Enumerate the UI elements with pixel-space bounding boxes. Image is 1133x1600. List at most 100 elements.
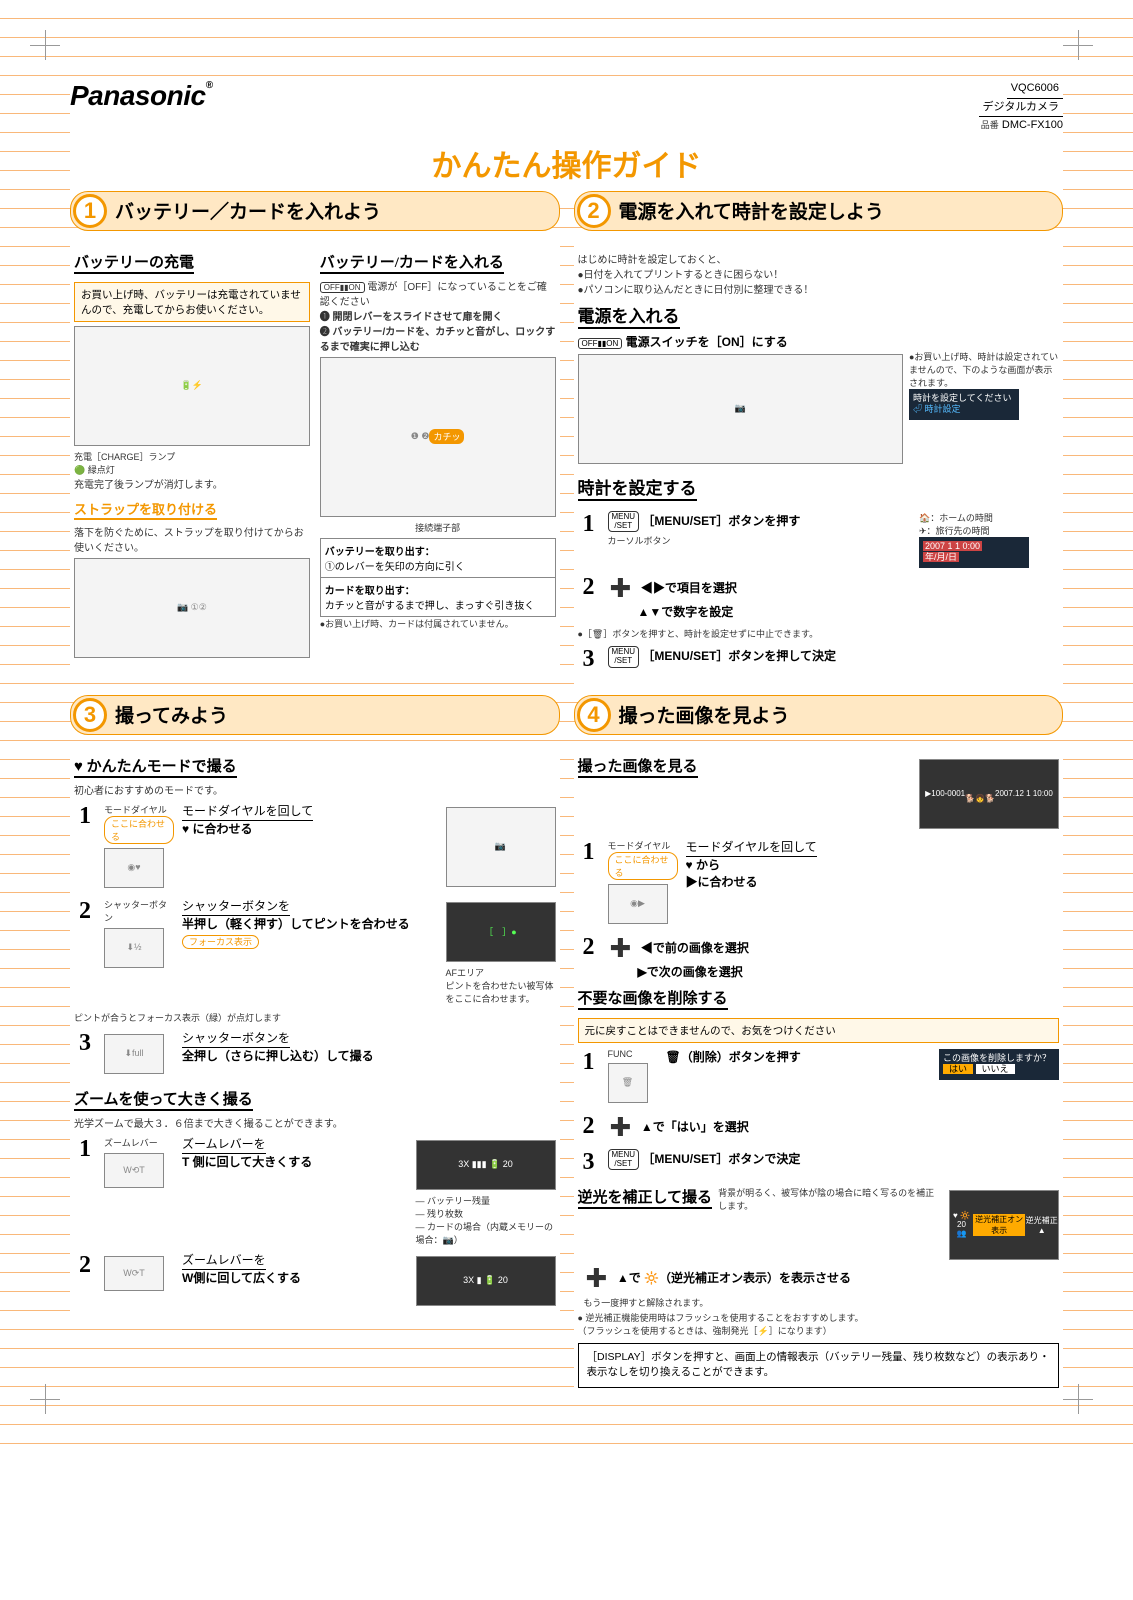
display-info-box: ［DISPLAY］ボタンを押すと、画面上の情報表示（バッテリー残量、残り枚数など… <box>578 1343 1060 1389</box>
focus-badge: フォーカス表示 <box>182 935 259 950</box>
date-display: 2007 1 1 0:00 <box>923 541 982 551</box>
shoot-step-1: 1 モードダイヤル ここに合わせる ◉♥ モードダイヤルを回して ♥ に合わせる… <box>74 803 556 892</box>
bl-note-1: ● 逆光補正機能使用時はフラッシュを使用することをおすすめします。 <box>578 1311 1060 1324</box>
power-heading: 電源を入れる <box>578 302 680 329</box>
bl-again: もう一度押すと解除されます。 <box>584 1298 709 1308</box>
clock-intro-1: はじめに時計を設定しておくと、 <box>578 251 1060 266</box>
func-label: FUNC <box>608 1049 658 1059</box>
camera-top-illustration: 📷 <box>446 807 556 887</box>
section-2-title: 電源を入れて時計を設定しよう <box>619 197 884 224</box>
section-3-number: 3 <box>73 698 107 732</box>
doc-code: VQC6006 <box>1007 80 1063 99</box>
camera-back-illustration: 📷 <box>578 354 904 464</box>
del-s2: ▲で「はい」を選択 <box>641 1120 749 1134</box>
mode-dial-icon: ◉♥ <box>104 848 164 888</box>
zoom-w-icon: W⟳T <box>104 1256 164 1291</box>
sample-date: 2007.12 1 10:00 <box>995 789 1053 798</box>
doc-category: デジタルカメラ <box>979 99 1063 118</box>
delete-heading: 不要な画像を削除する <box>578 987 728 1010</box>
bl-note-2: （フラッシュを使用するときは、強制発光［⚡］になります） <box>578 1324 1060 1337</box>
model-prefix: 品番 <box>981 120 999 130</box>
af-note: ピントを合わせたい被写体をここに合わせます。 <box>446 979 556 1005</box>
remove-box: バッテリーを取り出す： ①のレバーを矢印の方向に引く <box>320 538 556 578</box>
insert-step-2: ❷ バッテリー/カードを、カチッと音がし、ロックするまで確実に押し込む <box>320 323 556 353</box>
legend-travel: ✈：旅行先の時間 <box>919 524 1059 537</box>
remove-card-h: カードを取り出す： <box>325 586 415 597</box>
mode-dial-play-icon: ◉▶ <box>608 884 668 924</box>
bl-step: ▲で 🔆（逆光補正オン表示）を表示させる <box>617 1271 851 1285</box>
clock-intro-2: ●日付を入れてプリントするときに困らない！ <box>578 266 1060 281</box>
menu-set-icon-2: MENU/SET <box>608 646 640 668</box>
section-3-title: 撮ってみよう <box>115 701 228 728</box>
strap-text: 落下を防ぐために、ストラップを取り付けてからお使いください。 <box>74 524 310 554</box>
brand-logo: Panasonic® <box>70 80 212 112</box>
terminal-label: 接続端子部 <box>320 521 556 534</box>
clock-heading: 時計を設定する <box>578 474 697 501</box>
menu-set-icon-3: MENU/SET <box>608 1149 640 1171</box>
sample-num: 100-0001 <box>931 789 965 798</box>
view-s1-a: モードダイヤルを回して <box>686 839 817 857</box>
del-step-2: 2 ▲で「はい」を選択 <box>578 1113 1060 1143</box>
shoot-step-3: 3 ⬇full シャッターボタンを 全押し（さらに押し込む）して撮る <box>74 1030 556 1078</box>
doc-meta: VQC6006 デジタルカメラ 品番 DMC-FX100 <box>979 80 1063 135</box>
del-s1: 🗑（削除）ボタンを押す <box>666 1050 801 1064</box>
charge-heading: バッテリーの充電 <box>74 251 194 274</box>
align-pill-4: ここに合わせる <box>608 852 678 880</box>
playback-screen: ▶ 100-0001 🐕👧🐕 2007.12 1 10:00 <box>919 759 1059 829</box>
focus-note: ピントが合うとフォーカス表示（緑）が点灯します <box>74 1011 556 1024</box>
clock-s3-text: ［MENU/SET］ボタンを押して決定 <box>642 649 836 663</box>
zoom-step-2: 2 W⟳T ズームレバーを W側に回して広くする 3X ▮ 🔋 20 <box>74 1252 556 1310</box>
backlight-screen: ♥ 🔆 20👥 逆光補正オン表示 逆光補正▲ <box>949 1190 1059 1260</box>
strap-illustration: 📷 ①② <box>74 558 310 658</box>
view-heading: 撮った画像を見る <box>578 755 698 778</box>
shoot-s2-b: 半押し（軽く押す）してピントを合わせる <box>182 917 410 931</box>
del-step-1: 1 FUNC 🗑 🗑（削除）ボタンを押す この画像を削除しますか？ はい いいえ <box>578 1049 1060 1107</box>
focus-screen: ［ ］● <box>446 902 556 962</box>
legend-home: 🏠：ホームの時間 <box>919 511 1059 524</box>
insert-illustration: ❶ ❷カチッ <box>320 357 556 517</box>
charge-green: 緑点灯 <box>88 465 115 475</box>
zoom-s2-a: ズームレバーを <box>182 1252 266 1270</box>
remove-batt: ①のレバーを矢印の方向に引く <box>325 562 465 573</box>
section-3-header: 3 撮ってみよう <box>70 695 560 735</box>
zoom-s1-a: ズームレバーを <box>182 1136 266 1154</box>
remove-batt-h: バッテリーを取り出す： <box>325 547 435 558</box>
shoot-s3-a: シャッターボタンを <box>182 1030 290 1048</box>
zoom-step-1: 1 ズームレバー W⟲T ズームレバーを T 側に回して大きくする 3X ▮▮▮… <box>74 1136 556 1246</box>
view-s2-a: ◀で前の画像を選択 <box>641 941 749 955</box>
power-on-text: 電源スイッチを［ON］にする <box>626 335 788 349</box>
easy-sub: 初心者におすすめのモードです。 <box>74 786 223 797</box>
power-note: ●お買い上げ時、時計は設定されていませんので、下のような画面が表示されます。 <box>909 350 1059 389</box>
charge-lamp-label: 充電［CHARGE］ランプ <box>74 450 310 463</box>
shoot-s2-a: シャッターボタンを <box>182 898 290 916</box>
view-step-1: 1 モードダイヤル ここに合わせる ◉▶ モードダイヤルを回して ♥ から ▶に… <box>578 839 1060 928</box>
zoom-s2-b: W側に回して広くする <box>182 1271 301 1285</box>
charge-note: お買い上げ時、バッテリーは充電されていませんので、充電してからお使いください。 <box>74 282 310 322</box>
model-number: DMC-FX100 <box>1002 119 1063 131</box>
dpad-icon-2 <box>608 934 638 964</box>
clock-s2-b: ▲▼で数字を設定 <box>638 605 734 619</box>
clock-step-2: 2 ◀▶で項目を選択 ▲▼で数字を設定 <box>578 574 1060 621</box>
yes-option: はい <box>943 1064 973 1074</box>
section-4-title: 撮った画像を見よう <box>619 701 790 728</box>
delete-dialog-screen: この画像を削除しますか？ はい いいえ <box>939 1049 1059 1080</box>
easy-heading: ♥ かんたんモードで撮る <box>74 755 237 778</box>
shoot-s3-b: 全押し（さらに押し込む）して撮る <box>182 1049 374 1063</box>
charge-done: 充電完了後ランプが消灯します。 <box>74 476 310 491</box>
section-4-number: 4 <box>577 698 611 732</box>
doc-title: かんたん操作ガイド <box>70 139 1063 191</box>
shutter-half-icon: ⬇½ <box>104 928 164 968</box>
batt-remain: バッテリー残量 <box>427 1196 490 1206</box>
bl-badge: 逆光補正オン表示 <box>973 1214 1025 1236</box>
del-question: この画像を削除しますか？ <box>943 1053 1055 1065</box>
screen-msg: 時計を設定してください <box>913 393 1015 405</box>
remove-card: カチッと音がするまで押し、まっすぐ引き抜く <box>325 601 535 612</box>
clock-step-3: 3 MENU/SET ［MENU/SET］ボタンを押して決定 <box>578 646 1060 673</box>
insert-step-1: ❶ 開閉レバーをスライドさせて扉を開く <box>320 308 556 323</box>
dpad-icon-3 <box>608 1113 638 1143</box>
zoom-sub: 光学ズームで最大３．６倍まで大きく撮ることができます。 <box>74 1119 343 1130</box>
section-1-number: 1 <box>73 194 107 228</box>
view-s2-b: ▶で次の画像を選択 <box>638 965 743 979</box>
date-format: 年/月/日 <box>923 552 959 562</box>
align-pill: ここに合わせる <box>104 816 174 844</box>
